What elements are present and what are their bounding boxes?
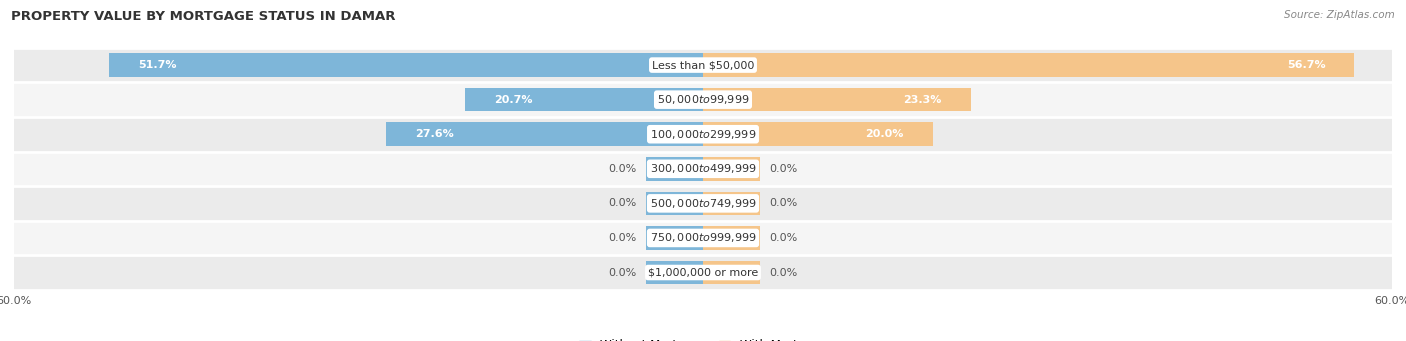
Bar: [14, 221, 1392, 255]
Text: $100,000 to $299,999: $100,000 to $299,999: [650, 128, 756, 141]
Bar: [703, 192, 761, 215]
Bar: [703, 53, 1354, 77]
Bar: [110, 53, 703, 77]
Bar: [14, 186, 1392, 221]
Bar: [14, 255, 1392, 290]
Text: 0.0%: 0.0%: [769, 268, 797, 278]
Bar: [703, 157, 761, 180]
Text: 23.3%: 23.3%: [904, 95, 942, 105]
Bar: [645, 261, 703, 284]
Text: Less than $50,000: Less than $50,000: [652, 60, 754, 70]
Text: $500,000 to $749,999: $500,000 to $749,999: [650, 197, 756, 210]
Text: 0.0%: 0.0%: [609, 164, 637, 174]
Text: 0.0%: 0.0%: [769, 198, 797, 208]
Bar: [14, 48, 1392, 83]
Text: $300,000 to $499,999: $300,000 to $499,999: [650, 162, 756, 175]
Text: $50,000 to $99,999: $50,000 to $99,999: [657, 93, 749, 106]
Text: 51.7%: 51.7%: [138, 60, 177, 70]
Bar: [387, 122, 703, 146]
Bar: [465, 88, 703, 112]
Text: 0.0%: 0.0%: [609, 268, 637, 278]
Bar: [645, 192, 703, 215]
Text: 27.6%: 27.6%: [415, 129, 454, 139]
Bar: [703, 122, 932, 146]
Text: 0.0%: 0.0%: [609, 233, 637, 243]
Bar: [645, 157, 703, 180]
Text: 0.0%: 0.0%: [769, 233, 797, 243]
Bar: [14, 117, 1392, 151]
Text: 20.0%: 20.0%: [866, 129, 904, 139]
Text: Source: ZipAtlas.com: Source: ZipAtlas.com: [1284, 10, 1395, 20]
Bar: [645, 226, 703, 250]
Text: 0.0%: 0.0%: [769, 164, 797, 174]
Bar: [14, 151, 1392, 186]
Bar: [703, 226, 761, 250]
Bar: [14, 83, 1392, 117]
Text: $1,000,000 or more: $1,000,000 or more: [648, 268, 758, 278]
Text: $750,000 to $999,999: $750,000 to $999,999: [650, 232, 756, 244]
Bar: [703, 88, 970, 112]
Legend: Without Mortgage, With Mortgage: Without Mortgage, With Mortgage: [574, 335, 832, 341]
Bar: [703, 261, 761, 284]
Text: 20.7%: 20.7%: [494, 95, 533, 105]
Text: 56.7%: 56.7%: [1286, 60, 1326, 70]
Text: 0.0%: 0.0%: [609, 198, 637, 208]
Text: PROPERTY VALUE BY MORTGAGE STATUS IN DAMAR: PROPERTY VALUE BY MORTGAGE STATUS IN DAM…: [11, 10, 395, 23]
